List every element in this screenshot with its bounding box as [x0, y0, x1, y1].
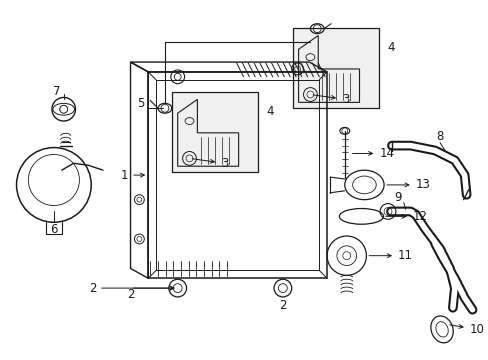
Text: 4: 4: [266, 105, 273, 118]
Text: 10: 10: [449, 323, 484, 336]
Text: 2: 2: [88, 282, 174, 294]
Text: 12: 12: [385, 210, 427, 223]
Text: 7: 7: [53, 85, 61, 98]
FancyBboxPatch shape: [171, 91, 258, 172]
Text: 8: 8: [435, 130, 443, 143]
Text: 11: 11: [368, 249, 412, 262]
Text: 3: 3: [312, 93, 348, 106]
Text: 6: 6: [50, 222, 58, 236]
Text: 13: 13: [386, 179, 429, 192]
Text: 2: 2: [126, 288, 134, 301]
Text: 3: 3: [192, 157, 228, 170]
Text: 1: 1: [121, 168, 144, 181]
FancyBboxPatch shape: [292, 28, 378, 108]
Text: 9: 9: [393, 191, 401, 204]
Text: 4: 4: [386, 41, 394, 54]
Text: 2: 2: [279, 299, 286, 312]
Text: 14: 14: [352, 147, 393, 160]
Text: 5: 5: [137, 97, 144, 110]
